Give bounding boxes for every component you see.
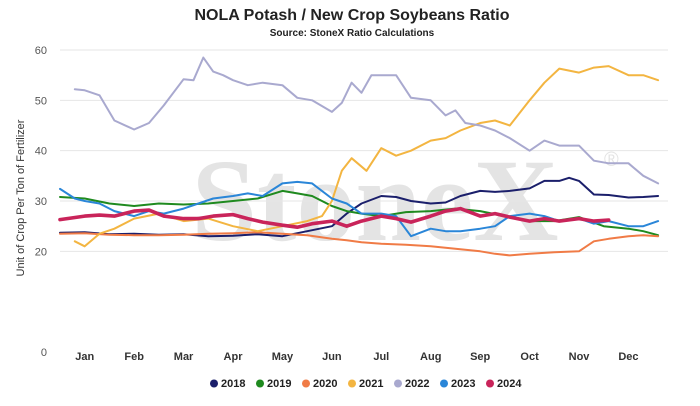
x-tick-label: Jan [75,351,94,363]
x-tick-label: Sep [470,351,490,363]
x-tick-label: Apr [224,351,244,363]
x-tick-label: Jul [373,351,389,363]
y-axis-title: Unit of Crop Per Ton of Fertilizer [15,119,27,276]
legend-marker [348,379,356,388]
chart-subtitle: Source: StoneX Ratio Calculations [270,28,435,39]
legend-label: 2022 [405,378,429,390]
legend-item-2022: 2022 [394,378,429,390]
y-tick-label: 20 [35,246,47,258]
x-tick-label: Mar [174,351,194,363]
series-line-2022 [73,56,660,185]
x-tick-label: Feb [124,351,144,363]
legend-label: 2023 [451,378,475,390]
series-line-2024 [58,206,611,229]
chart-title: NOLA Potash / New Crop Soybeans Ratio [194,7,509,24]
x-axis: Jan Feb Mar Apr May Jun Jul Aug Sep Oct Nov Dec [75,351,638,363]
x-tick-label: Oct [520,351,539,363]
x-tick-label: Jun [322,351,342,363]
legend-marker [256,379,264,388]
legend-label: 2019 [267,378,291,390]
y-tick-label: 60 [35,45,47,57]
legend-label: 2018 [221,378,245,390]
legend-marker [302,379,310,388]
legend: 2018 2019 2020 2021 2022 2023 2024 [210,378,522,390]
watermark-registered-mark: ® [604,149,619,171]
legend-marker [440,379,448,388]
legend-marker [486,379,494,388]
legend-label: 2020 [313,378,337,390]
legend-marker [210,379,218,388]
y-tick-label: 40 [35,146,47,158]
legend-label: 2024 [497,378,522,390]
x-tick-label: May [272,351,294,363]
y-tick-label: 0 [41,347,47,359]
y-tick-label: 50 [35,95,47,107]
y-tick-label: 30 [35,196,47,208]
x-tick-label: Nov [569,351,591,363]
y-axis: 0 20 30 40 50 60 [35,45,47,359]
x-tick-label: Dec [618,351,638,363]
legend-item-2018: 2018 [210,378,245,390]
legend-marker [394,379,402,388]
x-tick-label: Aug [420,351,441,363]
legend-item-2024: 2024 [486,378,522,390]
legend-item-2019: 2019 [256,378,291,390]
legend-item-2021: 2021 [348,378,383,390]
legend-label: 2021 [359,378,383,390]
series-line-2020 [59,231,660,257]
legend-item-2023: 2023 [440,378,475,390]
series-lines [58,56,660,257]
legend-item-2020: 2020 [302,378,337,390]
